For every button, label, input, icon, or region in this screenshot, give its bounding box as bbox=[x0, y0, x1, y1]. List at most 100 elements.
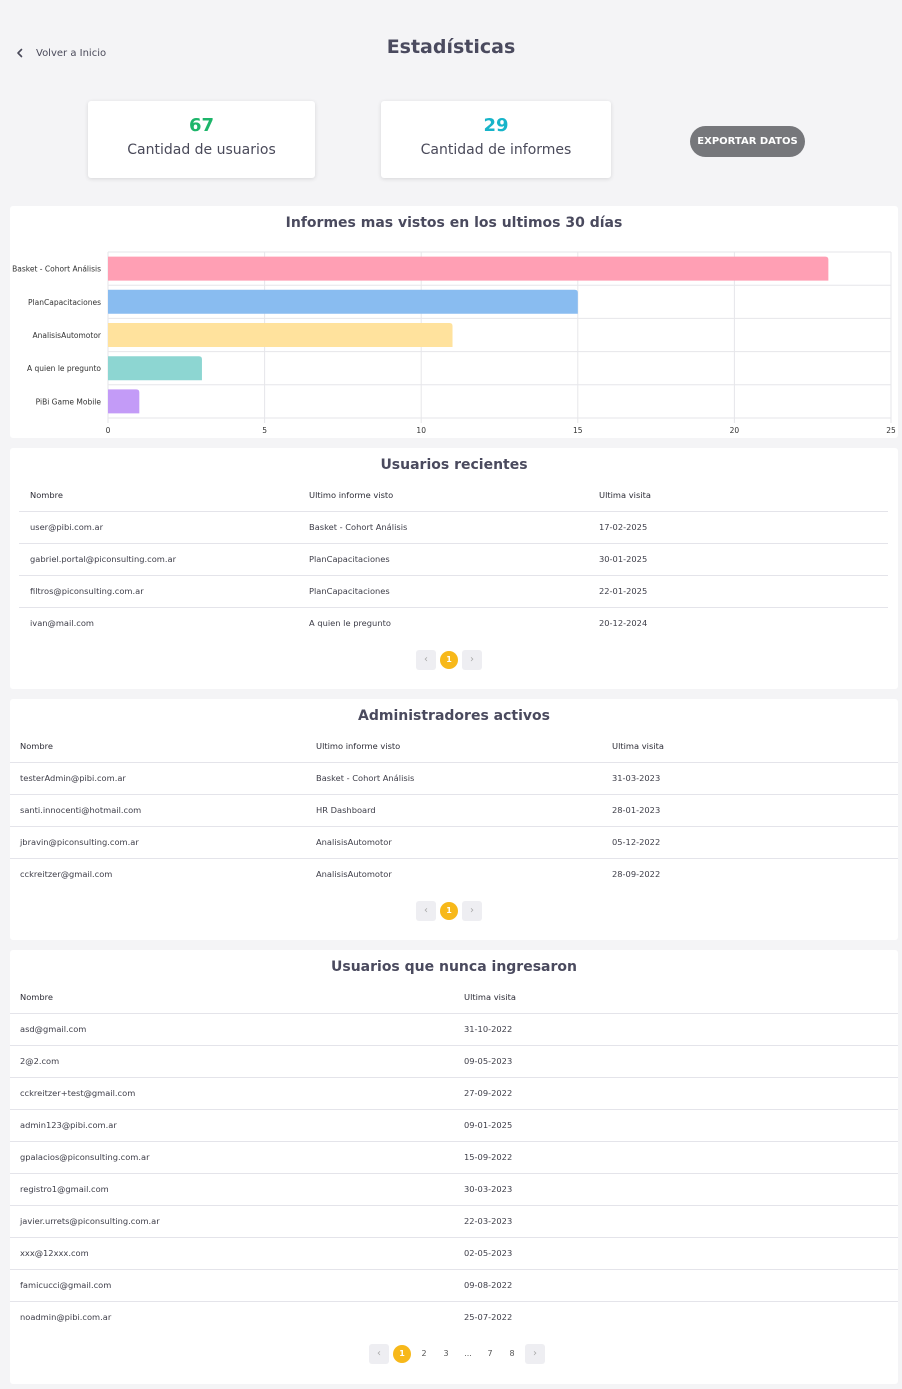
chart-card: Informes mas vistos en los ultimos 30 dí… bbox=[10, 206, 898, 438]
cell-visita: 09-05-2023 bbox=[464, 1044, 898, 1077]
column-header-ultima-visita: Ultima visita bbox=[612, 740, 664, 751]
cell-informe: AnalisisAutomotor bbox=[316, 857, 612, 890]
cell-nombre: cckreitzer+test@gmail.com bbox=[10, 1076, 464, 1109]
cell-nombre: gabriel.portal@piconsulting.com.ar bbox=[19, 542, 309, 575]
cell-informe: Basket - Cohort Análisis bbox=[309, 510, 599, 543]
pagination-next-button[interactable]: › bbox=[462, 650, 482, 670]
table-row: testerAdmin@pibi.com.ar Basket - Cohort … bbox=[10, 761, 898, 794]
cell-nombre: jbravin@piconsulting.com.ar bbox=[10, 825, 316, 858]
pagination-page-button[interactable]: 8 bbox=[509, 1349, 515, 1358]
reports-count-value: 29 bbox=[483, 115, 509, 136]
bar bbox=[108, 256, 829, 281]
cell-visita: 22-01-2025 bbox=[599, 574, 888, 607]
cell-visita: 22-03-2023 bbox=[464, 1204, 898, 1237]
cell-visita: 05-12-2022 bbox=[612, 825, 898, 858]
never-logged-users-table: Nombre Ultima visita asd@gmail.com 31-10-… bbox=[10, 981, 898, 1333]
cell-nombre: noadmin@pibi.com.ar bbox=[10, 1300, 464, 1333]
cell-nombre: 2@2.com bbox=[10, 1044, 464, 1077]
pagination-page-button[interactable]: 1 bbox=[393, 1345, 411, 1363]
bar bbox=[108, 323, 453, 347]
table-row: cckreitzer+test@gmail.com 27-09-2022 bbox=[10, 1076, 898, 1109]
cell-visita: 09-01-2025 bbox=[464, 1108, 898, 1141]
cell-visita: 28-01-2023 bbox=[612, 793, 898, 826]
column-header-nombre: Nombre bbox=[30, 489, 63, 500]
never-logged-users-card: Usuarios que nunca ingresaron Nombre Ult… bbox=[10, 950, 898, 1384]
cell-nombre: famicucci@gmail.com bbox=[10, 1268, 464, 1301]
cell-visita: 31-03-2023 bbox=[612, 761, 898, 794]
x-tick-label: 5 bbox=[262, 426, 267, 435]
table-header-row: Nombre Ultimo informe visto Ultima visit… bbox=[10, 730, 898, 762]
column-header-nombre: Nombre bbox=[20, 991, 53, 1002]
pagination-next-button[interactable]: › bbox=[462, 901, 482, 921]
cell-visita: 20-12-2024 bbox=[599, 606, 888, 639]
active-admins-table: Nombre Ultimo informe visto Ultima visit… bbox=[10, 730, 898, 890]
cell-visita: 09-08-2022 bbox=[464, 1268, 898, 1301]
table-row: famicucci@gmail.com 09-08-2022 bbox=[10, 1268, 898, 1301]
cell-nombre: javier.urrets@piconsulting.com.ar bbox=[10, 1204, 464, 1237]
pagination-ellipsis: ... bbox=[464, 1349, 472, 1358]
bar bbox=[108, 289, 578, 314]
column-header-ultimo-informe: Ultimo informe visto bbox=[309, 489, 394, 500]
cell-nombre: asd@gmail.com bbox=[10, 1012, 464, 1045]
table-row: user@pibi.com.ar Basket - Cohort Análisi… bbox=[19, 510, 888, 543]
table-row: 2@2.com 09-05-2023 bbox=[10, 1044, 898, 1077]
back-to-home-link[interactable]: Volver a Inicio bbox=[14, 46, 106, 60]
users-count-label: Cantidad de usuarios bbox=[127, 142, 276, 158]
category-label: PiBi Game Mobile bbox=[36, 397, 102, 406]
table-row: admin123@pibi.com.ar 09-01-2025 bbox=[10, 1108, 898, 1141]
pagination-page-button[interactable]: 2 bbox=[421, 1349, 427, 1358]
cell-visita: 30-01-2025 bbox=[599, 542, 888, 575]
export-data-button[interactable]: EXPORTAR DATOS bbox=[690, 126, 805, 157]
pagination-page-button[interactable]: 3 bbox=[443, 1349, 449, 1358]
pagination-next-button[interactable]: › bbox=[525, 1344, 545, 1364]
recent-users-title: Usuarios recientes bbox=[380, 457, 528, 473]
table-row: javier.urrets@piconsulting.com.ar 22-03-2… bbox=[10, 1204, 898, 1237]
page-title: Estadísticas bbox=[386, 36, 516, 58]
cell-nombre: gpalacios@piconsulting.com.ar bbox=[10, 1140, 464, 1173]
cell-informe: HR Dashboard bbox=[316, 793, 612, 826]
cell-nombre: filtros@piconsulting.com.ar bbox=[19, 574, 309, 607]
table-row: filtros@piconsulting.com.ar PlanCapacita… bbox=[19, 574, 888, 607]
users-count-value: 67 bbox=[188, 115, 215, 136]
table-row: santi.innocenti@hotmail.com HR Dashboard… bbox=[10, 793, 898, 826]
cell-visita: 30-03-2023 bbox=[464, 1172, 898, 1205]
bar bbox=[108, 389, 140, 414]
recent-users-pagination: ‹ 1 › bbox=[416, 650, 482, 670]
x-tick-label: 0 bbox=[106, 426, 111, 435]
pagination-prev-button[interactable]: ‹ bbox=[416, 901, 436, 921]
cell-nombre: xxx@12xxx.com bbox=[10, 1236, 464, 1269]
active-admins-card: Administradores activos Nombre Ultimo in… bbox=[10, 699, 898, 940]
table-header-row: Nombre Ultimo informe visto Ultima visit… bbox=[19, 479, 888, 511]
cell-visita: 15-09-2022 bbox=[464, 1140, 898, 1173]
cell-visita: 25-07-2022 bbox=[464, 1300, 898, 1333]
column-header-ultima-visita: Ultima visita bbox=[599, 489, 651, 500]
pagination-page-button[interactable]: 7 bbox=[487, 1349, 493, 1358]
category-label: AnalisisAutomotor bbox=[33, 331, 102, 340]
back-label: Volver a Inicio bbox=[36, 47, 107, 59]
bar bbox=[108, 356, 202, 381]
cell-informe: Basket - Cohort Análisis bbox=[316, 761, 612, 794]
table-row: noadmin@pibi.com.ar 25-07-2022 bbox=[10, 1300, 898, 1333]
pagination-page-button[interactable]: 1 bbox=[440, 651, 458, 669]
cell-nombre: cckreitzer@gmail.com bbox=[10, 857, 316, 890]
x-tick-label: 10 bbox=[416, 426, 426, 435]
cell-visita: 31-10-2022 bbox=[464, 1012, 898, 1045]
category-label: Basket - Cohort Análisis bbox=[12, 265, 101, 274]
x-tick-label: 20 bbox=[730, 426, 740, 435]
recent-users-table: Nombre Ultimo informe visto Ultima visit… bbox=[19, 479, 888, 639]
pagination-prev-button[interactable]: ‹ bbox=[416, 650, 436, 670]
active-admins-pagination: ‹ 1 › bbox=[416, 901, 482, 921]
table-row: ivan@mail.com A quien le pregunto 20-12-… bbox=[19, 606, 888, 639]
cell-visita: 17-02-2025 bbox=[599, 510, 888, 543]
category-label: PlanCapacitaciones bbox=[28, 298, 101, 307]
cell-nombre: user@pibi.com.ar bbox=[19, 510, 309, 543]
table-row: asd@gmail.com 31-10-2022 bbox=[10, 1012, 898, 1045]
never-logged-users-pagination: ‹ 1 2 3 ... 7 8 › bbox=[369, 1344, 545, 1364]
pagination-prev-button[interactable]: ‹ bbox=[369, 1344, 389, 1364]
column-header-nombre: Nombre bbox=[20, 740, 53, 751]
reports-count-card: 29 Cantidad de informes bbox=[381, 101, 611, 178]
active-admins-title: Administradores activos bbox=[358, 708, 550, 724]
reports-count-label: Cantidad de informes bbox=[420, 142, 572, 158]
table-row: cckreitzer@gmail.com AnalisisAutomotor 2… bbox=[10, 857, 898, 890]
pagination-page-button[interactable]: 1 bbox=[440, 902, 458, 920]
